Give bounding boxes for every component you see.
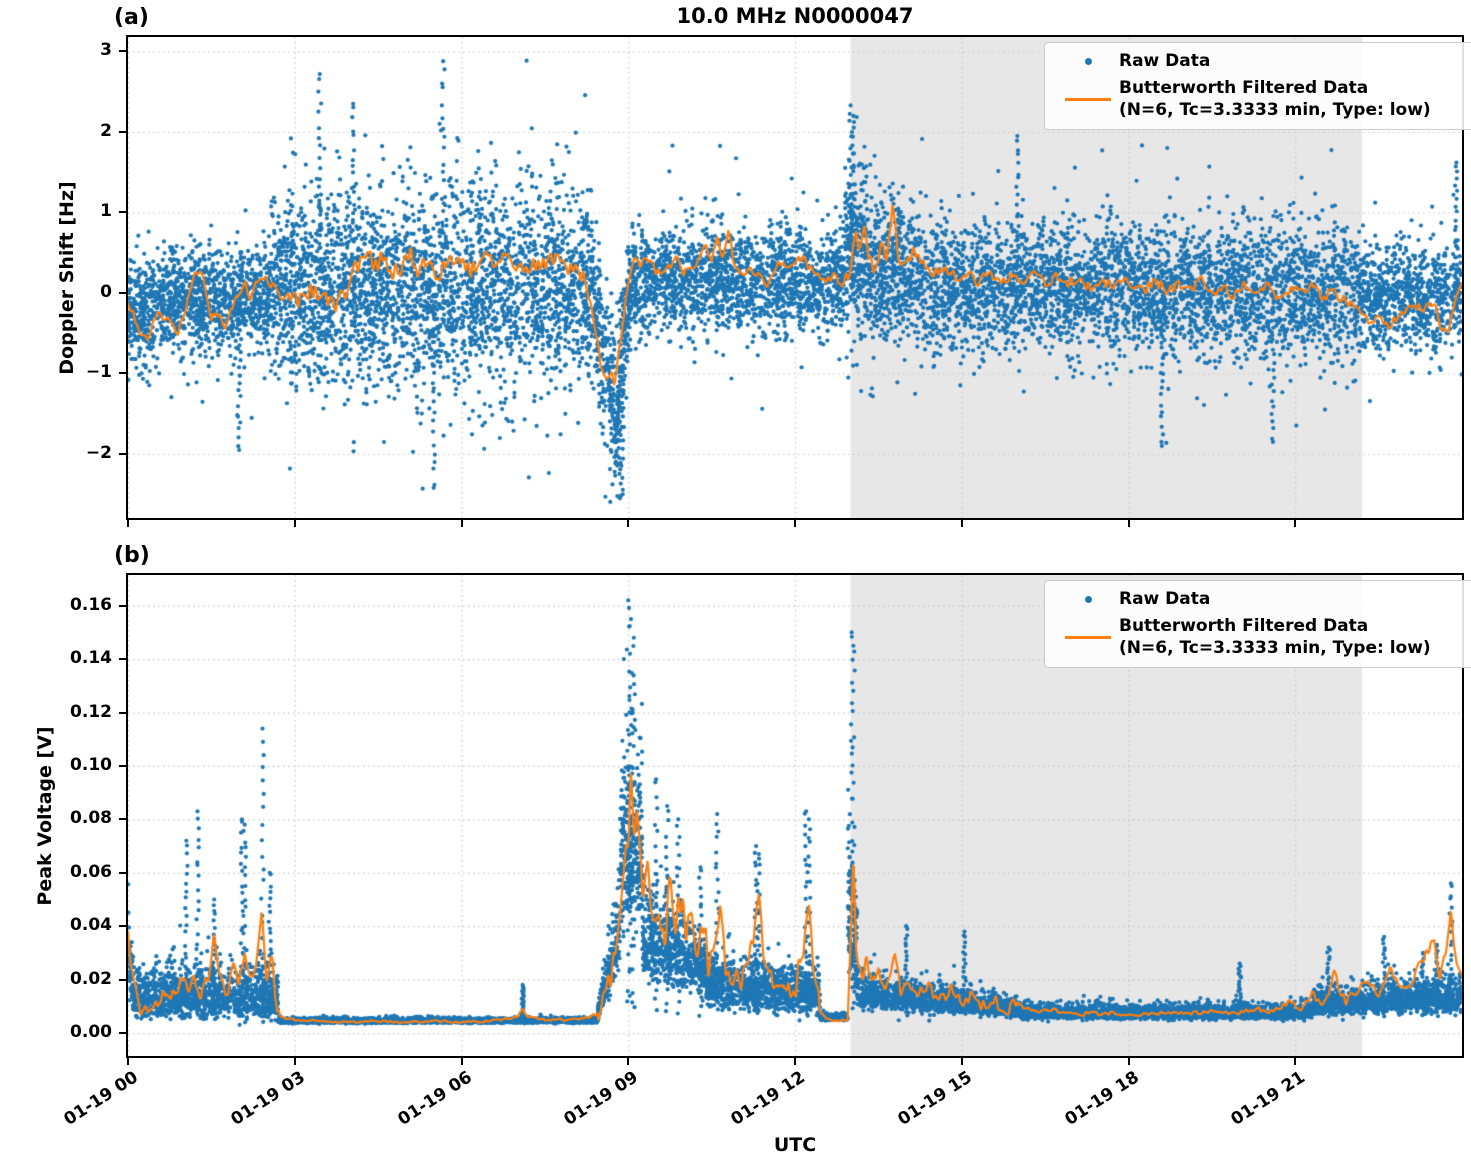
filtered-line-sample-icon — [1057, 636, 1119, 639]
y-tick-label: 0.04 — [70, 915, 112, 936]
legend-b-raw-row: Raw Data — [1057, 589, 1457, 610]
legend-b-filtered-row: Butterworth Filtered Data (N=6, Tc=3.333… — [1057, 616, 1457, 659]
y-tick-label: 0.16 — [70, 594, 112, 615]
legend-a-raw-label: Raw Data — [1119, 51, 1211, 71]
y-tick-label: 0.08 — [70, 808, 112, 829]
y-tick-label: 0 — [100, 281, 112, 302]
y-tick-mark — [119, 658, 128, 661]
y-tick-label: −1 — [85, 362, 112, 383]
figure-title: 10.0 MHz N0000047 — [676, 4, 914, 28]
filtered-line-sample-icon — [1057, 98, 1119, 101]
x-tick-label: 01-19 00 — [60, 1067, 142, 1130]
y-tick-mark — [119, 291, 128, 294]
y-tick-label: 0.06 — [70, 861, 112, 882]
x-tick-label: 01-19 06 — [394, 1067, 476, 1130]
x-tick-mark — [960, 518, 963, 527]
x-tick-label: 01-19 03 — [227, 1067, 309, 1130]
x-tick-mark — [460, 518, 463, 527]
x-tick-mark — [293, 1056, 296, 1065]
legend-b-filtered-label: Butterworth Filtered Data (N=6, Tc=3.333… — [1119, 616, 1431, 658]
y-tick-mark — [119, 818, 128, 821]
y-tick-label: 0.02 — [70, 968, 112, 989]
y-tick-label: 0.12 — [70, 701, 112, 722]
legend-b: Raw Data Butterworth Filtered Data (N=6,… — [1044, 580, 1471, 668]
x-tick-mark — [794, 518, 796, 527]
y-tick-mark — [119, 372, 128, 375]
y-tick-label: 0.14 — [70, 648, 112, 669]
x-tick-mark — [293, 518, 296, 527]
legend-a: Raw Data Butterworth Filtered Data (N=6,… — [1044, 42, 1471, 130]
legend-a-filtered-row: Butterworth Filtered Data (N=6, Tc=3.333… — [1057, 78, 1457, 121]
legend-a-filtered-label: Butterworth Filtered Data (N=6, Tc=3.333… — [1119, 78, 1431, 120]
y-tick-mark — [119, 130, 128, 133]
y-tick-label: −2 — [85, 443, 112, 463]
x-tick-mark — [960, 1056, 963, 1065]
x-axis-label: UTC — [773, 1134, 817, 1156]
panel-b-letter: (b) — [114, 543, 150, 568]
y-tick-label: 2 — [100, 120, 112, 141]
y-tick-label: 0.00 — [70, 1022, 112, 1043]
x-tick-mark — [627, 518, 630, 527]
legend-a-raw-row: Raw Data — [1057, 51, 1457, 72]
x-tick-mark — [460, 1056, 463, 1065]
raw-data-marker-icon — [1057, 58, 1119, 66]
x-tick-label: 01-19 21 — [1227, 1067, 1310, 1130]
x-tick-mark — [1294, 1056, 1297, 1065]
y-tick-mark — [119, 50, 128, 53]
y-tick-mark — [119, 871, 128, 874]
legend-b-raw-label: Raw Data — [1119, 589, 1211, 609]
x-tick-mark — [127, 1056, 129, 1065]
y-tick-mark — [119, 978, 128, 981]
y-tick-label: 1 — [100, 201, 112, 222]
y-tick-mark — [119, 453, 128, 455]
panel-a-letter: (a) — [114, 5, 149, 30]
x-tick-mark — [1127, 1056, 1130, 1065]
y-tick-mark — [119, 1032, 128, 1035]
x-tick-mark — [127, 518, 129, 527]
y-tick-mark — [119, 764, 128, 767]
x-tick-label: 01-19 12 — [727, 1067, 809, 1130]
y-tick-mark — [119, 211, 128, 214]
x-tick-mark — [1294, 518, 1297, 527]
x-tick-label: 01-19 09 — [560, 1067, 643, 1130]
x-tick-label: 01-19 18 — [1061, 1067, 1143, 1130]
y-axis-label-a: Doppler Shift [Hz] — [56, 181, 78, 375]
raw-data-marker-icon — [1057, 596, 1119, 604]
y-tick-mark — [119, 604, 128, 607]
x-tick-mark — [1127, 518, 1130, 527]
y-tick-mark — [119, 711, 128, 714]
y-tick-label: 0.10 — [70, 754, 112, 775]
x-tick-label: 01-19 15 — [894, 1067, 976, 1130]
y-tick-label: 3 — [100, 40, 112, 61]
x-tick-mark — [794, 1056, 796, 1065]
x-tick-mark — [627, 1056, 630, 1065]
y-tick-mark — [119, 925, 128, 928]
